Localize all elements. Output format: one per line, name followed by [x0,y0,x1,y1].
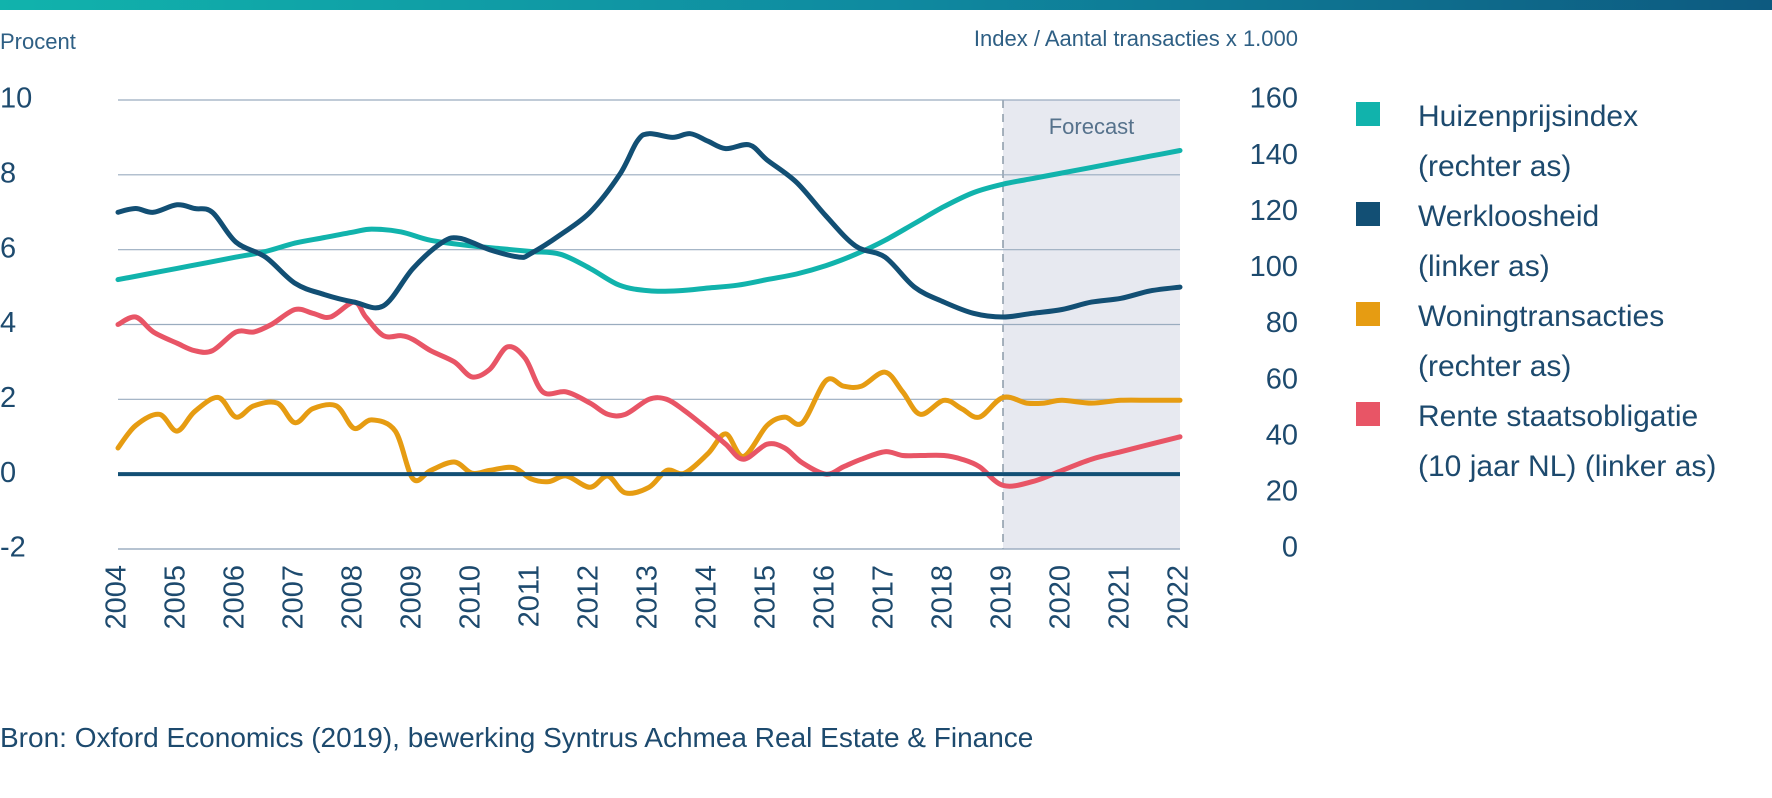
series-line-woningtransacties [115,369,1183,496]
x-tick-label: 2013 [632,565,664,630]
left-tick-label: 0 [0,457,16,489]
legend-label-line2: (10 jaar NL) (linker as) [1418,450,1717,483]
right-tick-label: 120 [1250,195,1298,227]
legend-swatch [1356,102,1380,126]
x-tick-label: 2006 [219,565,251,630]
x-tick-label: 2019 [986,565,1018,630]
x-tick-label: 2015 [750,565,782,630]
x-tick-label: 2004 [101,565,133,630]
legend-item-rente-staatsobligatie: Rente staatsobligatie (10 jaar NL) (link… [1356,392,1766,492]
right-tick-label: 140 [1250,139,1298,171]
right-tick-label: 100 [1250,251,1298,283]
source-note: Bron: Oxford Economics (2019), bewerking… [0,722,1034,753]
legend-item-woningtransacties: Woningtransacties (rechter as) [1356,292,1766,392]
legend-item-werkloosheid: Werkloosheid (linker as) [1356,192,1766,292]
x-tick-label: 2010 [455,565,487,630]
x-tick-label: 2022 [1163,565,1195,630]
x-tick-label: 2021 [1104,565,1136,630]
legend-label-line1: Werkloosheid [1418,200,1600,233]
x-tick-label: 2017 [868,565,900,630]
legend-swatch [1356,402,1380,426]
legend: Huizenprijsindex (rechter as) Werklooshe… [1356,92,1766,492]
x-tick-label: 2020 [1045,565,1077,630]
legend-label-line1: Huizenprijsindex [1418,100,1639,133]
series-line-rente [115,299,1183,489]
right-tick-label: 20 [1266,476,1298,508]
x-tick-label: 2012 [573,565,605,630]
legend-label-line2: (linker as) [1418,250,1550,283]
right-tick-label: 60 [1266,363,1298,395]
right-tick-label: 0 [1282,532,1298,564]
x-tick-label: 2007 [278,565,310,630]
legend-label-line2: (rechter as) [1418,150,1572,183]
series-line-werkloosheid [115,131,1183,320]
legend-item-huizenprijsindex: Huizenprijsindex (rechter as) [1356,92,1766,192]
line-chart: Procent Index / Aantal transacties x 1.0… [0,26,1298,630]
legend-label-line1: Woningtransacties [1418,300,1665,333]
x-tick-label: 2011 [514,565,546,627]
series-line-huizenprijsindex [115,148,1183,294]
right-axis-title: Index / Aantal transacties x 1.000 [974,26,1298,51]
legend-label-line2: (rechter as) [1418,350,1572,383]
left-tick-label: 10 [0,83,32,115]
legend-label: Huizenprijsindex (rechter as) [1418,92,1638,192]
left-tick-label: 8 [0,157,16,189]
right-tick-label: 40 [1266,419,1298,451]
right-tick-label: 80 [1266,307,1298,339]
legend-swatch [1356,202,1380,226]
x-tick-label: 2008 [337,565,369,630]
left-tick-label: 4 [0,307,16,339]
legend-label: Rente staatsobligatie (10 jaar NL) (link… [1418,392,1716,492]
legend-label: Woningtransacties (rechter as) [1418,292,1664,392]
forecast-label: Forecast [1049,114,1135,139]
legend-swatch [1356,302,1380,326]
left-tick-label: -2 [0,532,26,564]
x-tick-label: 2016 [809,565,841,630]
left-tick-label: 6 [0,232,16,264]
x-tick-label: 2018 [927,565,959,630]
x-tick-label: 2009 [396,565,428,630]
top-accent-bar [0,0,1772,10]
left-tick-label: 2 [0,382,16,414]
legend-label-line1: Rente staatsobligatie [1418,400,1699,433]
x-tick-label: 2005 [160,565,192,630]
x-tick-label: 2014 [691,565,723,630]
left-axis-title: Procent [0,29,76,54]
legend-label: Werkloosheid (linker as) [1418,192,1599,292]
right-tick-label: 160 [1250,83,1298,115]
